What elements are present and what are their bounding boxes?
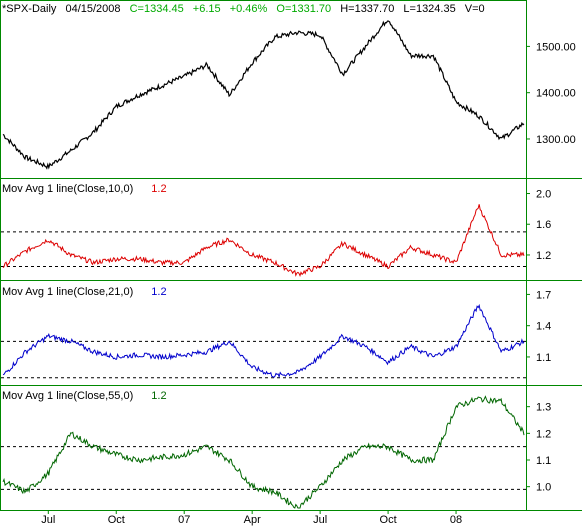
panel-ma55-series-line: [2, 395, 525, 509]
panel-title-ma55: Mov Avg 1 line(Close,55,0) 1.2: [2, 390, 167, 402]
panel-ma10-y-tick-label-1: 1.6: [536, 219, 551, 231]
header-open: O=1331.70: [276, 3, 331, 15]
chart-marks: 1300.00 1400.00 1500.00 1.2 1.6 2.0 1.1 1.4 1.7 1…: [1, 20, 576, 526]
x-tick-label-oct: Oct: [108, 514, 125, 526]
panel-spx-y-tick-label-1: 1400.00: [536, 88, 576, 100]
panel-spx-y-tick-label-0: 1300.00: [536, 134, 576, 146]
panel-ma21-y-tick-label-1: 1.4: [536, 321, 551, 333]
panel-ma10-y-tick-label-2: 2.0: [536, 189, 551, 201]
header-date: 04/15/2008: [65, 3, 120, 15]
panel-ma21-y-tick-label-0: 1.1: [536, 352, 551, 364]
panel-title-ma21: Mov Avg 1 line(Close,21,0) 1.2: [2, 286, 167, 298]
ma55-value: 1.2: [151, 390, 166, 402]
panel-ma21-series-line: [2, 303, 525, 379]
panel-ma55-y-tick-label-3: 1.3: [536, 402, 551, 414]
panel-ma10-series-line: [2, 204, 525, 277]
header-low: L=1324.35: [403, 3, 455, 15]
ma10-value: 1.2: [151, 183, 166, 195]
panel-ma10-y-tick-label-0: 1.2: [536, 250, 551, 262]
header-line: *SPX-Daily 04/15/2008 C=1334.45 +6.15 +0…: [2, 3, 485, 15]
header-change: +6.15: [193, 3, 221, 15]
panel-ma55-y-tick-label-2: 1.2: [536, 428, 551, 440]
panel-ma55-y-tick-label-1: 1.1: [536, 455, 551, 467]
x-tick-label-jul: Jul: [41, 514, 55, 526]
x-tick-label-apr: Apr: [244, 514, 261, 526]
panel-ma55-y-tick-label-0: 1.0: [536, 482, 551, 494]
panel-title-ma10: Mov Avg 1 line(Close,10,0) 1.2: [2, 183, 167, 195]
panel-ma21-y-tick-label-2: 1.7: [536, 289, 551, 301]
panel-spx-y-tick-label-2: 1500.00: [536, 41, 576, 53]
x-tick-label-07: 07: [178, 514, 190, 526]
x-tick-label-oct: Oct: [380, 514, 397, 526]
header-volume: V=0: [465, 3, 485, 15]
x-tick-label-08: 08: [450, 514, 462, 526]
header-close: C=1334.45: [130, 3, 184, 15]
panel-spx-series-line: [2, 20, 525, 170]
header-pct: +0.46%: [230, 3, 268, 15]
ma21-value: 1.2: [151, 286, 166, 298]
x-tick-label-jul: Jul: [313, 514, 327, 526]
header-high: H=1337.70: [340, 3, 394, 15]
header-symbol: *SPX-Daily: [2, 3, 57, 15]
